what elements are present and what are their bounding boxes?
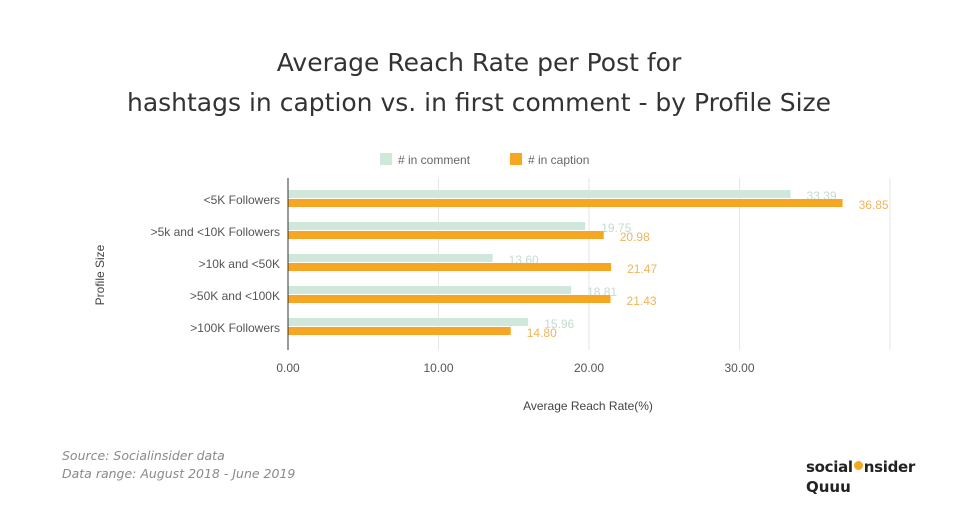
data-label-1-3: 21.43 <box>627 294 657 308</box>
data-label-1-1: 20.98 <box>620 230 650 244</box>
data-label-0-4: 15.96 <box>544 317 574 331</box>
bar-0-4 <box>288 318 529 326</box>
x-tick-label-2: 20.00 <box>574 361 604 375</box>
chart-title-line-2: hashtags in caption vs. in first comment… <box>126 88 832 117</box>
bar-0-0 <box>288 190 791 198</box>
bar-1-1 <box>288 231 604 239</box>
legend-swatch-1 <box>510 153 522 165</box>
category-label-0: <5K Followers <box>204 193 280 207</box>
x-tick-label-0: 0.00 <box>276 361 300 375</box>
bar-chart: # in comment # in caption<5K Followers 33.… <box>93 153 891 413</box>
legend-label-0: # in comment <box>398 153 471 167</box>
x-tick-label-3: 30.00 <box>724 361 754 375</box>
bar-0-1 <box>288 222 586 230</box>
data-label-0-1: 19.75 <box>601 221 631 235</box>
data-label-1-2: 21.47 <box>627 262 657 276</box>
bar-1-3 <box>288 295 611 303</box>
bar-0-2 <box>288 254 493 262</box>
y-axis-title: Profile Size <box>93 244 107 305</box>
bar-1-0 <box>288 199 843 207</box>
brand-logos: social nsider Quuu <box>806 458 916 496</box>
bar-1-4 <box>288 327 511 335</box>
data-label-1-4: 14.80 <box>527 326 557 340</box>
socialinsider-logo-text-b: nsider <box>863 458 916 476</box>
source-note: Source: Socialinsider data <box>62 448 225 463</box>
legend-label-1: # in caption <box>528 153 589 167</box>
legend-swatch-0 <box>380 153 392 165</box>
data-label-1-0: 36.85 <box>859 198 889 212</box>
category-label-2: >10k and <50K <box>199 257 280 271</box>
category-label-1: >5k and <10K Followers <box>151 225 280 239</box>
chart-title-line-1: Average Reach Rate per Post for <box>276 48 682 77</box>
x-tick-label-1: 10.00 <box>423 361 453 375</box>
socialinsider-logo: social nsider <box>806 458 916 476</box>
sun-icon <box>853 461 863 470</box>
socialinsider-logo-text-a: social <box>806 458 853 476</box>
category-label-4: >100K Followers <box>190 321 280 335</box>
bar-0-3 <box>288 286 572 294</box>
data-range-note: Data range: August 2018 - June 2019 <box>62 466 296 481</box>
x-axis-title: Average Reach Rate(%) <box>523 399 653 413</box>
quuu-logo: Quuu <box>806 478 851 496</box>
bar-1-2 <box>288 263 612 271</box>
category-label-3: >50K and <100K <box>190 289 280 303</box>
